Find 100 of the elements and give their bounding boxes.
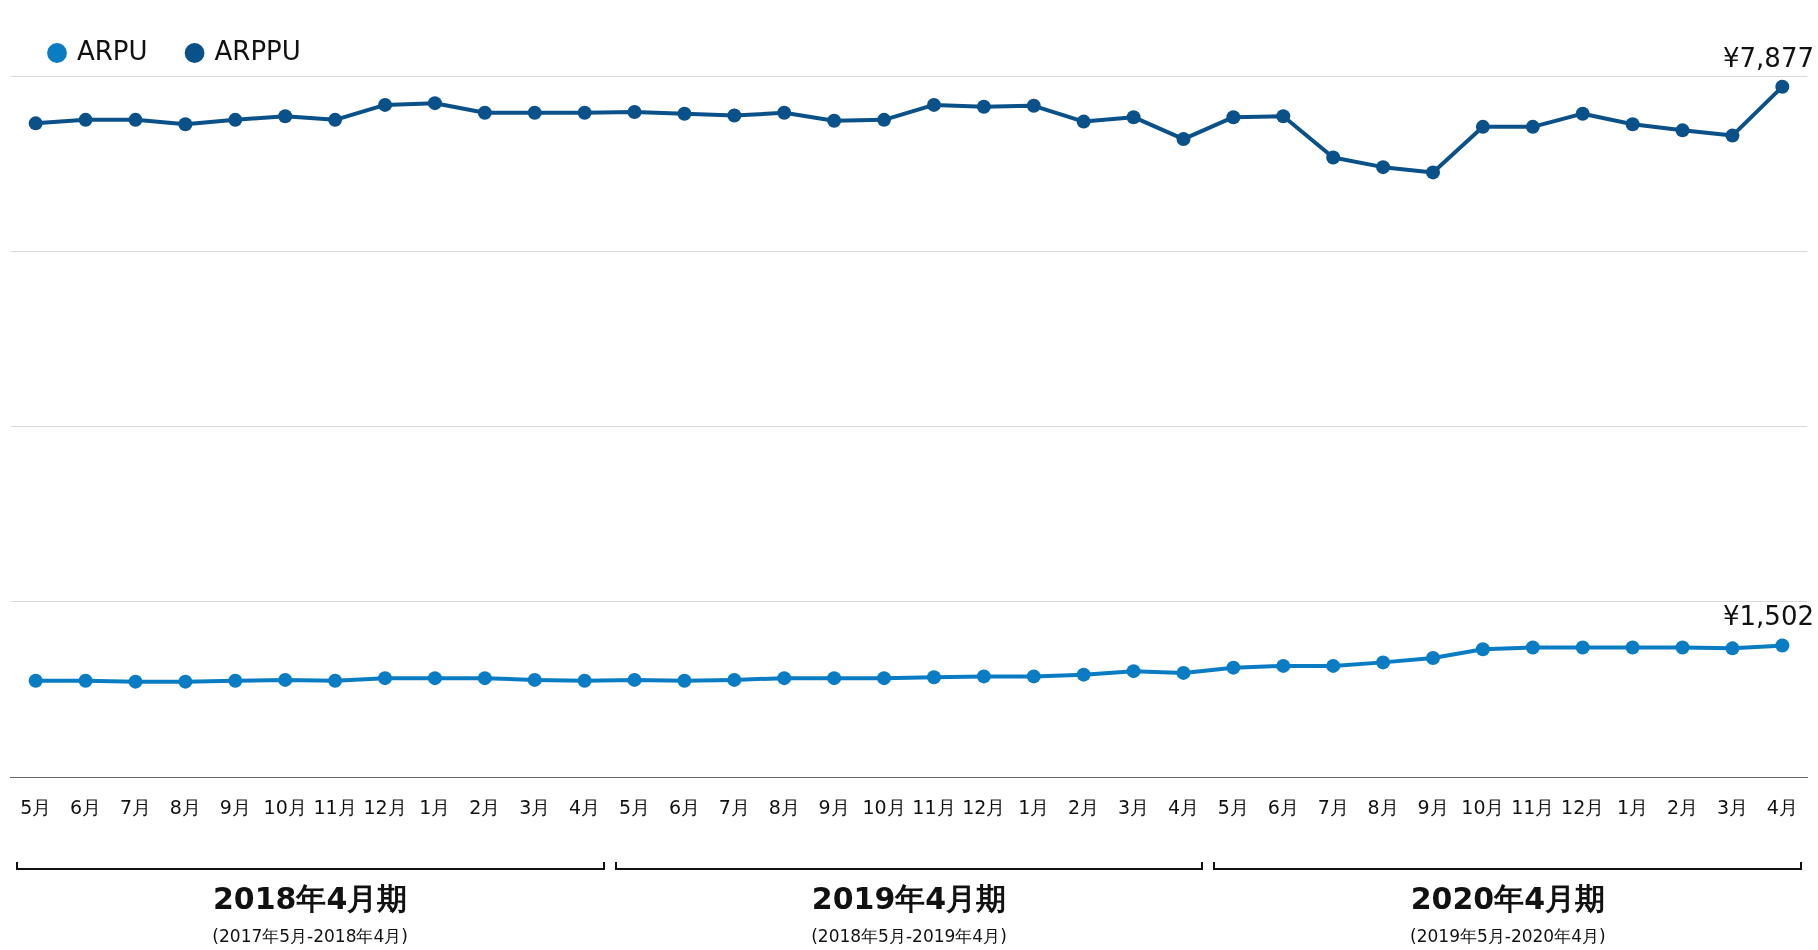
point (1126, 664, 1141, 679)
x-tick-label: 1月 (419, 795, 451, 818)
x-tick-label: 11月 (313, 795, 357, 818)
point (1575, 106, 1590, 121)
point (1376, 655, 1391, 670)
point (976, 99, 991, 114)
point (78, 673, 93, 688)
point (1076, 114, 1091, 129)
point (527, 105, 542, 120)
x-tick-label: 2月 (469, 795, 501, 818)
point (577, 673, 592, 688)
point (1775, 79, 1790, 94)
point (78, 112, 93, 127)
x-tick-label: 12月 (962, 795, 1006, 818)
point (527, 672, 542, 687)
point (1475, 119, 1490, 134)
text: (2018年5月-2019年4月) (811, 925, 1007, 946)
point (477, 671, 492, 686)
point (1226, 660, 1241, 675)
point (228, 673, 243, 688)
point (477, 105, 492, 120)
point (926, 670, 941, 685)
point (1525, 119, 1540, 134)
x-tick-label: 8月 (169, 795, 201, 818)
point (976, 669, 991, 684)
point (1126, 110, 1141, 125)
point (1076, 667, 1091, 682)
x-tick-label: 1月 (1617, 795, 1649, 818)
x-tick-label: 5月 (618, 795, 651, 818)
text: 2020年4月期 (1410, 880, 1606, 916)
point (427, 96, 442, 111)
x-tick-label: 10月 (862, 795, 906, 818)
point (627, 104, 642, 119)
point (328, 112, 343, 127)
point (777, 671, 792, 686)
point (1426, 651, 1440, 665)
x-tick-label: 6月 (668, 795, 700, 818)
point (427, 671, 442, 686)
point (1625, 640, 1640, 655)
x-tick-label: 12月 (363, 795, 407, 818)
point (1276, 658, 1291, 673)
point (1725, 128, 1740, 143)
point (1575, 640, 1590, 655)
x-tick-label: 8月 (1367, 795, 1399, 818)
point (228, 112, 243, 127)
point (827, 671, 842, 686)
point (1625, 117, 1640, 132)
x-tick-label: 1月 (1018, 795, 1050, 818)
data-label: ¥7,877 (1723, 42, 1814, 73)
point (28, 673, 43, 688)
x-tick-label: 10月 (263, 795, 307, 818)
data-label: ¥1,502 (1723, 601, 1814, 632)
x-tick-label: 11月 (1511, 795, 1555, 818)
x-tick-label: 5月 (1217, 795, 1249, 818)
point (926, 97, 941, 112)
point (1326, 150, 1341, 165)
point (727, 672, 742, 687)
point (328, 673, 343, 688)
point (677, 106, 692, 121)
point (178, 674, 193, 689)
point (128, 112, 143, 127)
point (577, 105, 592, 120)
x-tick-label: 7月 (718, 795, 750, 818)
x-tick-label: 11月 (912, 795, 956, 818)
point (1775, 638, 1790, 653)
point (877, 671, 892, 686)
x-tick-label: 9月 (219, 795, 251, 818)
point (1326, 658, 1341, 673)
x-tick-label: 8月 (768, 795, 800, 818)
x-tick-label: 7月 (1317, 795, 1349, 818)
x-tick-label: 5月 (20, 795, 52, 818)
x-tick-label: 9月 (1417, 795, 1449, 818)
x-tick-label: 7月 (119, 795, 152, 818)
x-tick-label: 4月 (569, 795, 601, 818)
legend-label: ARPPU (214, 35, 301, 66)
point (1026, 98, 1041, 113)
point (1475, 642, 1490, 657)
point (1426, 165, 1440, 180)
point (1525, 640, 1540, 655)
point (627, 672, 642, 687)
x-tick-label: 6月 (70, 795, 102, 818)
point (128, 674, 143, 689)
point (28, 116, 43, 131)
point (278, 109, 293, 124)
text: 2019年4月期 (811, 880, 1007, 916)
point (1176, 132, 1191, 147)
x-tick-label: 12月 (1561, 795, 1605, 818)
point (727, 108, 742, 123)
x-tick-label: 4月 (1766, 795, 1798, 818)
point (1725, 641, 1740, 656)
point (777, 105, 792, 120)
point (1376, 160, 1391, 175)
x-tick-label: 3月 (1716, 795, 1748, 818)
point (1176, 665, 1191, 680)
point (1276, 109, 1291, 124)
x-tick-label: 4月 (1167, 795, 1200, 818)
point (178, 117, 193, 132)
x-tick-label: 6月 (1267, 795, 1299, 818)
x-tick-label: 3月 (519, 795, 551, 818)
point (1675, 640, 1690, 655)
